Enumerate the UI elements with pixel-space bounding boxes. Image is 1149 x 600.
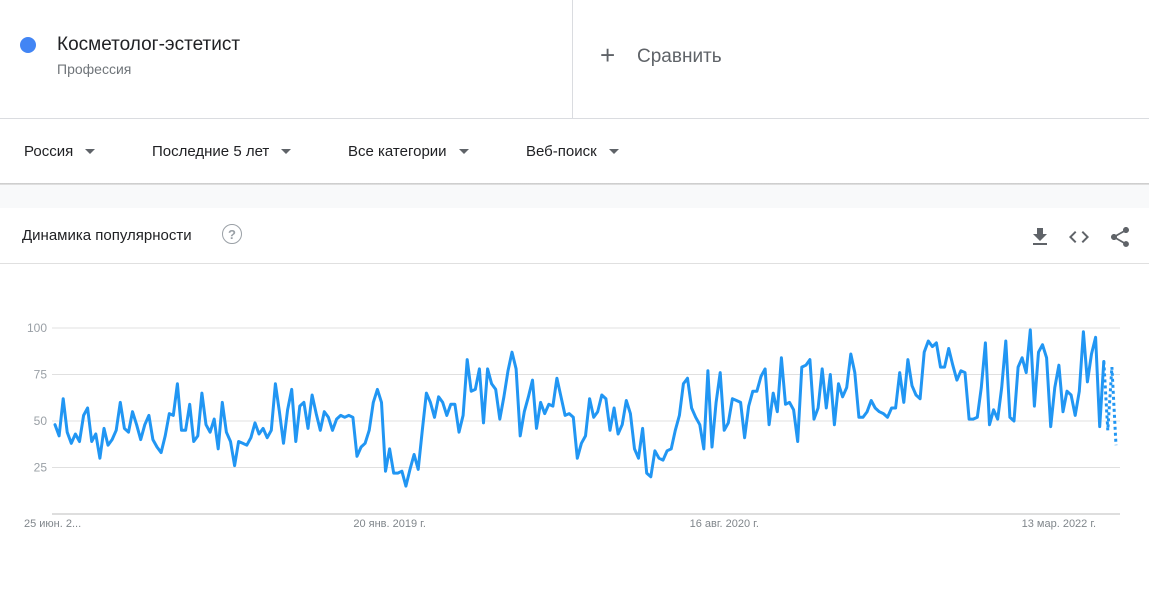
caret-down-icon xyxy=(458,149,469,154)
filter-region-dropdown[interactable]: Россия xyxy=(24,143,96,160)
embed-code-icon[interactable] xyxy=(1067,225,1091,249)
chart-card-header: Динамика популярности ? xyxy=(0,208,1149,264)
chart-title: Динамика популярности xyxy=(22,227,192,244)
term-name[interactable]: Косметолог-эстетист xyxy=(57,34,241,55)
filter-category-dropdown[interactable]: Все категории xyxy=(348,143,469,160)
share-icon[interactable] xyxy=(1108,225,1132,249)
download-icon[interactable] xyxy=(1028,225,1052,249)
divider xyxy=(0,118,1149,119)
y-tick-label: 75 xyxy=(34,368,48,382)
x-tick-label: 16 авг. 2020 г. xyxy=(690,518,759,530)
filter-period-label: Последние 5 лет xyxy=(152,143,270,160)
term-card[interactable]: Косметолог-эстетист Профессия xyxy=(0,0,573,118)
filter-search-type-label: Веб-поиск xyxy=(526,143,597,160)
filter-bar: Россия Последние 5 лет Все категории Веб… xyxy=(0,119,1149,183)
y-tick-label: 100 xyxy=(27,321,47,335)
compare-label: Сравнить xyxy=(637,46,722,67)
x-tick-label: 13 мар. 2022 г. xyxy=(1022,518,1096,530)
caret-down-icon xyxy=(85,149,96,154)
compare-button[interactable]: + Сравнить xyxy=(574,0,1149,118)
x-tick-label: 20 янв. 2019 г. xyxy=(353,518,426,530)
term-color-dot-icon xyxy=(20,37,36,53)
term-type: Профессия xyxy=(57,61,132,77)
caret-down-icon xyxy=(608,149,619,154)
interest-over-time-chart[interactable]: 25 50 75 100 25 июн. 2... 20 янв. 2019 г. 16 а… xyxy=(0,264,1149,564)
filter-region-label: Россия xyxy=(24,143,74,160)
question-circle-icon[interactable]: ? xyxy=(222,224,242,244)
filter-period-dropdown[interactable]: Последние 5 лет xyxy=(152,143,292,160)
plus-icon: + xyxy=(600,40,616,70)
filter-search-type-dropdown[interactable]: Веб-поиск xyxy=(526,143,619,160)
filter-category-label: Все категории xyxy=(348,143,447,160)
filter-bar-shadow xyxy=(0,183,1149,185)
x-tick-label: 25 июн. 2... xyxy=(24,518,81,530)
series-line xyxy=(53,328,1106,488)
caret-down-icon xyxy=(281,149,292,154)
y-tick-label: 25 xyxy=(34,461,48,475)
section-gap xyxy=(0,185,1149,208)
y-tick-label: 50 xyxy=(34,414,48,428)
